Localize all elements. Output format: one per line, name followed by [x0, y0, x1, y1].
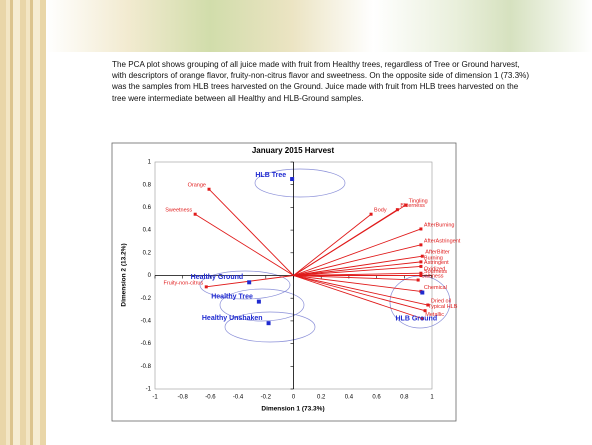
- sample-point: [420, 291, 424, 295]
- y-tick-label: -0.8: [141, 364, 152, 370]
- variable-label: Fruity-non-citrus: [164, 280, 204, 286]
- x-tick-label: -0.8: [178, 395, 189, 401]
- loading-point: [194, 213, 197, 216]
- loading-point: [396, 208, 399, 211]
- y-tick-label: -0.2: [141, 296, 152, 302]
- variable-label: AfterAstringent: [424, 238, 461, 244]
- loading-point: [417, 279, 420, 282]
- x-tick-label: -0.6: [205, 395, 216, 401]
- y-tick-label: 0.6: [143, 205, 152, 211]
- y-tick-label: 0.2: [143, 250, 152, 256]
- x-tick-label: -0.4: [233, 395, 244, 401]
- variable-label: Orange: [188, 183, 206, 189]
- x-tick-label: -0.2: [261, 395, 272, 401]
- y-tick-label: 0.4: [143, 228, 152, 234]
- x-tick-label: -1: [152, 395, 158, 401]
- y-axis-title: Dimension 2 (13.2%): [121, 243, 128, 306]
- variable-label: Astringent: [424, 260, 449, 266]
- y-tick-label: -0.4: [141, 318, 152, 324]
- variable-label: AfterBurning: [424, 222, 455, 228]
- y-tick-label: -0.6: [141, 341, 152, 347]
- x-tick-label: 0.8: [400, 395, 409, 401]
- loading-point: [370, 213, 373, 216]
- loading-point: [419, 265, 422, 268]
- x-tick-label: 0.2: [317, 395, 326, 401]
- sample-label: HLB Ground: [396, 315, 438, 322]
- variable-label: Bitterness: [400, 203, 425, 209]
- sample-point: [267, 321, 271, 325]
- sample-point: [290, 177, 294, 181]
- chart: January 2015 Harvest Dimension 1 (73.3%)…: [0, 0, 592, 445]
- sample-label: HLB Tree: [255, 172, 286, 179]
- chart-title: January 2015 Harvest: [252, 146, 335, 155]
- y-tick-label: -1: [146, 387, 152, 393]
- loading-point: [419, 260, 422, 263]
- x-tick-label: 0.4: [345, 395, 354, 401]
- sample-point: [247, 280, 251, 284]
- variable-label: Saltiness: [421, 273, 444, 279]
- loading-point: [205, 285, 208, 288]
- variable-label: Chemical: [424, 285, 447, 291]
- sample-label: Healthy Unshaken: [202, 315, 263, 322]
- variable-label: Typical HLB: [428, 304, 458, 310]
- sample-label: Healthy Tree: [211, 293, 253, 300]
- variable-label: Body: [374, 208, 387, 214]
- slide: The PCA plot shows grouping of all juice…: [0, 0, 592, 445]
- x-tick-label: 0.6: [372, 395, 381, 401]
- y-tick-label: 0.8: [143, 182, 152, 188]
- loading-point: [208, 188, 211, 191]
- sample-label: Healthy Ground: [191, 274, 244, 281]
- variable-label: Sweetness: [165, 208, 192, 214]
- loading-point: [419, 243, 422, 246]
- sample-point: [257, 300, 261, 304]
- x-axis-title: Dimension 1 (73.3%): [261, 406, 324, 413]
- loading-point: [419, 227, 422, 230]
